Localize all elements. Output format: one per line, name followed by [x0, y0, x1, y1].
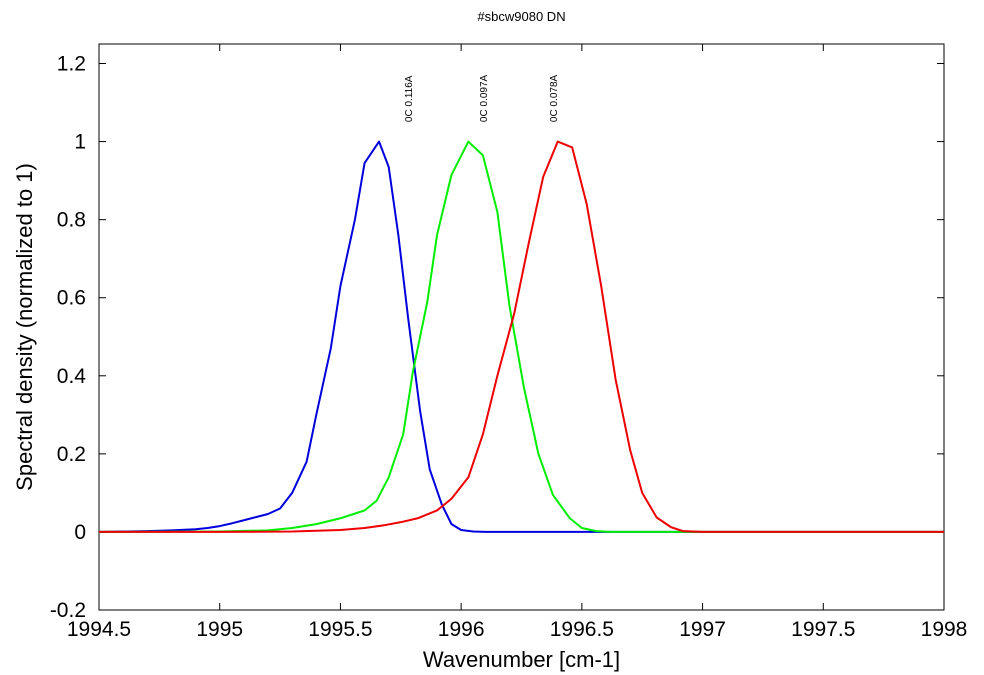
chart-title: #sbcw9080 DN — [477, 9, 565, 24]
x-tick-label: 1995 — [196, 618, 243, 641]
y-tick-label: -0.2 — [50, 599, 86, 622]
x-axis-label: Wavenumber [cm-1] — [423, 647, 620, 672]
axis-ticks — [98, 44, 945, 611]
x-tick-label: 1996.5 — [550, 618, 614, 641]
x-tick-label: 1998 — [921, 618, 968, 641]
y-tick-label: 0.8 — [57, 209, 86, 232]
series-line-2 — [98, 140, 944, 533]
x-tick-label: 1996 — [438, 618, 485, 641]
y-tick-label: 1.2 — [57, 53, 86, 76]
y-axis-label: Spectral density (normalized to 1) — [12, 163, 37, 491]
x-tick-label: 1997 — [679, 618, 726, 641]
peak-annotations: 0C 0.116A 0C 0.097A 0C 0.078A — [404, 74, 560, 122]
x-tick-label: 1995.5 — [308, 618, 372, 641]
series-line-1 — [98, 140, 944, 533]
y-tick-label: 1 — [74, 131, 86, 154]
x-tick-label: 1997.5 — [791, 618, 855, 641]
x-tick-labels: 1994.5 1995 1995.5 1996 1996.5 1997 1997.5 1998 — [67, 618, 967, 641]
y-tick-label: 0.4 — [57, 365, 87, 388]
peak-annotation: 0C 0.078A — [549, 74, 560, 122]
series-lines — [98, 140, 944, 533]
peak-annotation: 0C 0.097A — [479, 74, 490, 122]
y-tick-label: 0 — [74, 521, 86, 544]
y-tick-labels: -0.2 0 0.2 0.4 0.6 0.8 1 1.2 — [50, 53, 86, 622]
y-tick-label: 0.2 — [57, 443, 86, 466]
x-tick-label: 1994.5 — [67, 618, 131, 641]
y-tick-label: 0.6 — [57, 287, 86, 310]
plot-frame — [98, 43, 945, 611]
peak-annotation: 0C 0.116A — [404, 75, 415, 122]
series-line-3 — [99, 140, 944, 533]
